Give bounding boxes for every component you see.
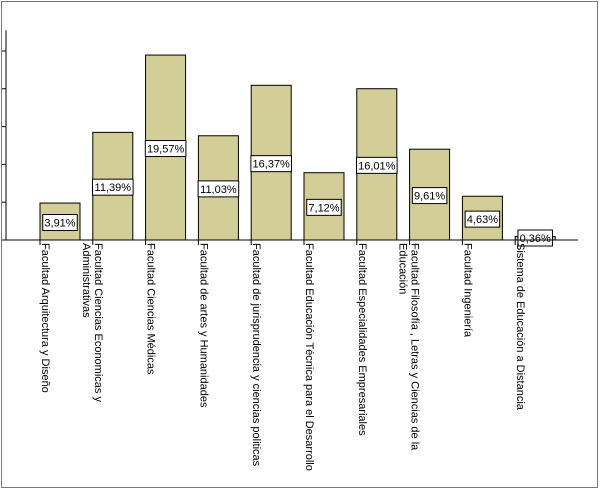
data-label-box <box>356 156 398 174</box>
x-tick-label: Facultad de jurisprudencia y ciencias po… <box>250 243 262 467</box>
data-label-box <box>144 140 187 158</box>
data-label: 11,39% <box>95 182 132 194</box>
x-tick-label: Facultad de artes y Humanidades <box>197 243 209 408</box>
data-label-box <box>517 229 553 247</box>
data-label-box <box>250 155 292 173</box>
data-label: 7,12% <box>308 202 339 214</box>
data-label: 16,01% <box>358 160 396 172</box>
x-tick-label: Sistema de Educación a Distancia <box>514 243 526 411</box>
x-tick-label: Facultad Ingeniería <box>461 243 473 338</box>
x-tick-label: Educación <box>397 243 409 294</box>
data-label-box <box>464 210 501 228</box>
data-label-box <box>92 178 134 196</box>
data-label-box <box>411 187 448 205</box>
data-label: 4,63% <box>467 214 498 226</box>
data-label-box <box>197 180 240 198</box>
x-tick-label: Facultad Especialidades Empresariales <box>356 243 368 436</box>
x-tick-label: Facultad Educación Técnica para el Desar… <box>303 243 315 471</box>
data-label: 9,61% <box>414 191 445 203</box>
x-tick-label: Facultad Filosofía , Letras y Ciencias d… <box>409 243 421 451</box>
data-label: 0,36% <box>520 233 551 245</box>
x-tick-label: Facultad Arquitectura y Diseño <box>39 243 51 393</box>
chart-frame <box>1 1 598 488</box>
data-label: 11,03% <box>200 184 237 196</box>
data-label: 16,37% <box>253 159 291 171</box>
data-label-box <box>306 198 342 216</box>
data-label: 19,57% <box>147 144 185 156</box>
x-tick-label: Administrativas <box>80 243 92 318</box>
data-label: 3,91% <box>44 218 75 230</box>
x-tick-label: Facultad Ciencias Economicas y <box>92 243 104 402</box>
x-tick-label: Facultad Ciencias Médicas <box>145 243 157 375</box>
data-label-box <box>42 214 78 232</box>
